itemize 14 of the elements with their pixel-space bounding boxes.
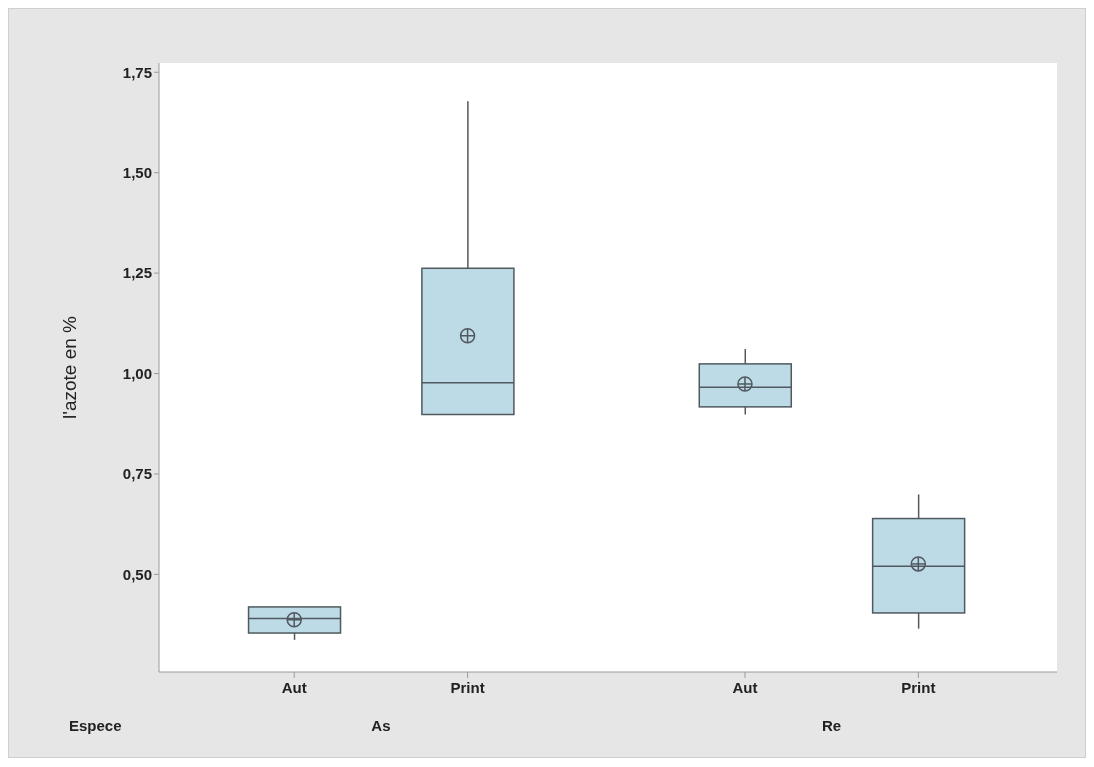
y-axis-title: l'azote en % [58, 315, 80, 419]
y-tick-label: 0,50 [122, 565, 152, 583]
x-tick-label: Print [901, 678, 936, 696]
x-tick-label: Aut [281, 678, 307, 696]
y-tick-label: 1,25 [122, 264, 152, 282]
x-axis-title: Espece [69, 717, 122, 734]
x-tick-label: Aut [732, 678, 758, 696]
text: Re [821, 717, 843, 734]
y-tick-label: 0,75 [122, 465, 152, 483]
text: As [370, 717, 392, 734]
y-tick-label: 1,50 [122, 163, 152, 181]
y-tick-label: 1,00 [122, 364, 152, 382]
y-tick-label: 1,75 [122, 63, 152, 81]
x-tick-label: Print [450, 678, 485, 696]
